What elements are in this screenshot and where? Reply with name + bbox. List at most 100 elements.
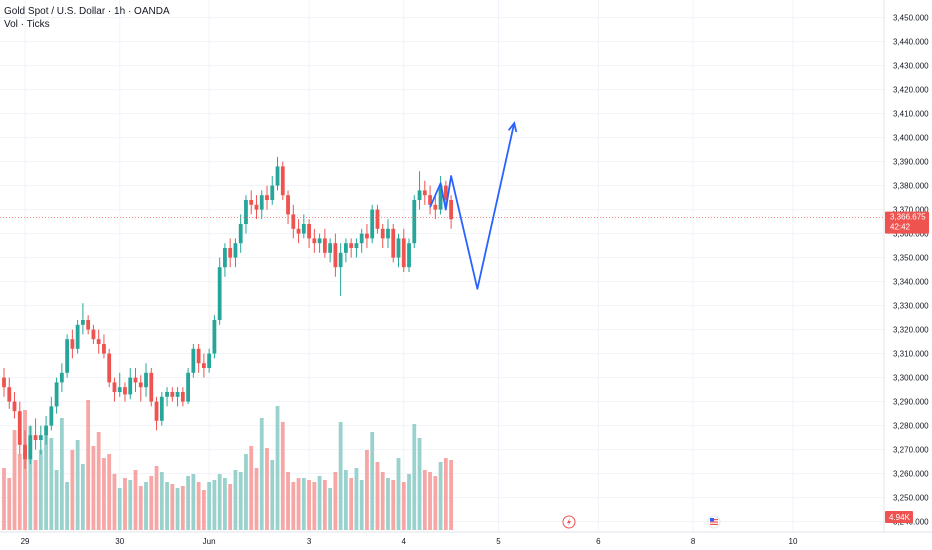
price-tick-label: 3,340.000 — [893, 278, 929, 287]
volume-bar — [375, 462, 380, 530]
price-tick-label: 3,410.000 — [893, 110, 929, 119]
volume-bar — [422, 470, 427, 530]
candle — [186, 368, 190, 404]
volume-bar — [433, 476, 438, 530]
volume-bar — [81, 464, 85, 530]
candle — [407, 238, 411, 272]
volume-bar — [28, 426, 33, 530]
candle — [44, 416, 48, 445]
symbol-title[interactable]: Gold Spot / U.S. Dollar · 1h · OANDA — [4, 6, 170, 17]
candle — [102, 334, 106, 359]
candle — [165, 387, 169, 407]
volume-bar — [443, 458, 448, 530]
candle — [128, 368, 133, 400]
volume-bar — [96, 432, 101, 530]
candle — [349, 238, 354, 258]
price-tick-label: 3,330.000 — [893, 302, 929, 311]
time-tick-label: 4 — [402, 537, 407, 546]
candle — [270, 176, 275, 205]
candle — [223, 243, 227, 277]
lightning-icon[interactable] — [562, 515, 576, 529]
candle — [33, 418, 38, 450]
volume-bar — [233, 470, 238, 530]
volume-bar — [407, 474, 411, 530]
price-tick-label: 3,300.000 — [893, 374, 929, 383]
volume-bar — [91, 446, 96, 530]
price-tick-label: 3,380.000 — [893, 182, 929, 191]
volume-bar — [228, 484, 233, 530]
volume-bar — [23, 410, 27, 530]
volume-bar — [33, 460, 38, 530]
candle — [154, 396, 159, 431]
price-tick-label: 3,430.000 — [893, 62, 929, 71]
volume-bar — [144, 482, 148, 530]
volume-bar — [7, 478, 12, 530]
volume-indicator-title[interactable]: Vol · Ticks — [4, 19, 50, 30]
price-tick-label: 3,440.000 — [893, 38, 929, 47]
time-tick-label: 3 — [307, 537, 312, 546]
volume-label-value: 4.94K — [889, 513, 911, 522]
volume-bar — [75, 440, 80, 530]
candle — [159, 392, 164, 426]
price-tick-label: 3,310.000 — [893, 350, 929, 359]
grid-layer — [0, 0, 884, 532]
drawing-layer[interactable] — [429, 121, 518, 290]
volume-bar — [359, 480, 364, 530]
volume-bar — [223, 478, 227, 530]
price-tick-label: 3,350.000 — [893, 254, 929, 263]
volume-bar — [286, 472, 290, 530]
candle — [370, 204, 375, 244]
price-tick-label: 3,250.000 — [893, 494, 929, 503]
price-axis[interactable]: 3,450.000 3,440.000 3,430.000 3,420.000 3,41… — [883, 0, 929, 532]
time-axis[interactable]: 29 30 Jun 3 4 5 6 8 10 — [0, 531, 932, 546]
us-flag-icon[interactable] — [707, 515, 721, 529]
candle — [244, 195, 248, 234]
time-tick-label: 6 — [596, 537, 601, 546]
candle — [70, 329, 75, 359]
price-tick-label: 3,420.000 — [893, 86, 929, 95]
volume-bar — [428, 472, 432, 530]
candle — [291, 204, 296, 239]
volume-bar — [365, 450, 369, 530]
candle — [417, 171, 422, 210]
candle — [123, 382, 127, 402]
price-tick-label: 3,260.000 — [893, 470, 929, 479]
volume-bar — [54, 470, 59, 530]
price-tick-label: 3,320.000 — [893, 326, 929, 335]
volume-bar — [65, 482, 70, 530]
candle — [212, 315, 217, 359]
candle — [65, 334, 70, 378]
volume-bar — [38, 450, 43, 530]
candle — [428, 185, 432, 215]
candle — [386, 219, 390, 248]
volume-bar — [301, 478, 306, 530]
volume-bar — [117, 488, 122, 530]
volume-bar — [338, 422, 343, 530]
volume-bar — [175, 488, 180, 530]
candle — [301, 214, 306, 239]
candle — [365, 224, 369, 248]
candle — [28, 425, 33, 464]
projection-arrowhead — [507, 121, 518, 133]
candle — [81, 303, 85, 335]
candle — [238, 214, 243, 253]
volume-bar — [380, 472, 385, 530]
last-price-label: 3,366.675 42:42 — [885, 211, 929, 234]
projection-path[interactable] — [429, 123, 516, 290]
volume-bar — [107, 454, 112, 530]
candle — [217, 257, 222, 325]
candle — [249, 190, 254, 215]
candle — [259, 190, 264, 220]
volume-bar — [322, 480, 327, 530]
volume-bar — [296, 478, 301, 530]
price-tick-label: 3,400.000 — [893, 134, 929, 143]
candle — [380, 224, 385, 248]
candle — [107, 348, 112, 388]
last-price-value: 3,366.675 — [890, 213, 926, 222]
candle — [201, 353, 206, 378]
volume-bar — [138, 486, 143, 530]
volume-bar — [344, 470, 348, 530]
candle — [391, 224, 396, 263]
candle — [180, 387, 185, 407]
